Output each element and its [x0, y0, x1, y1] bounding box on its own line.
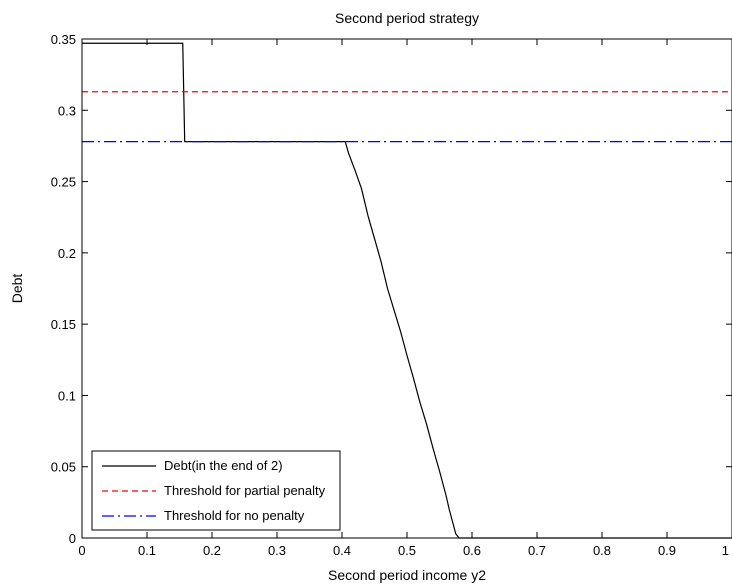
legend-label-debt: Debt(in the end of 2) — [164, 458, 283, 473]
y-tick-label: 0.15 — [51, 317, 76, 332]
y-tick-label: 0.05 — [51, 460, 76, 475]
x-tick-label: 0.9 — [658, 543, 676, 558]
chart-title: Second period strategy — [335, 10, 479, 26]
y-tick-label: 0.2 — [58, 246, 76, 261]
y-axis-label: Debt — [9, 274, 25, 304]
legend-label-partial-penalty: Threshold for partial penalty — [164, 483, 326, 498]
legend-label-no-penalty: Threshold for no penalty — [164, 508, 305, 523]
x-tick-label: 0.3 — [268, 543, 286, 558]
x-tick-label: 0 — [78, 543, 85, 558]
y-tick-label: 0.1 — [58, 388, 76, 403]
y-tick-label: 0.35 — [51, 32, 76, 47]
y-tick-label: 0 — [69, 531, 76, 546]
tick-layer: 0 0.1 0.2 0.3 0.4 0.5 0.6 0.7 0.8 0.9 1 0 0.05 0.1 0.1… — [51, 32, 732, 558]
plot-frame — [81, 38, 732, 539]
y-tick-label: 0.25 — [51, 175, 76, 190]
series-layer — [82, 42, 732, 539]
x-tick-label: 0.1 — [138, 543, 156, 558]
legend: Debt(in the end of 2) Threshold for part… — [91, 450, 341, 531]
x-tick-label: 0.8 — [593, 543, 611, 558]
x-axis-label: Second period income y2 — [328, 567, 486, 583]
series-line-debt — [82, 42, 732, 539]
x-tick-label: 0.2 — [203, 543, 221, 558]
x-tick-label: 0.5 — [398, 543, 416, 558]
x-tick-label: 0.4 — [333, 543, 351, 558]
x-tick-label: 0.6 — [463, 543, 481, 558]
y-tick-label: 0.3 — [58, 103, 76, 118]
x-tick-label: 0.7 — [528, 543, 546, 558]
x-tick-label: 1 — [722, 543, 729, 558]
